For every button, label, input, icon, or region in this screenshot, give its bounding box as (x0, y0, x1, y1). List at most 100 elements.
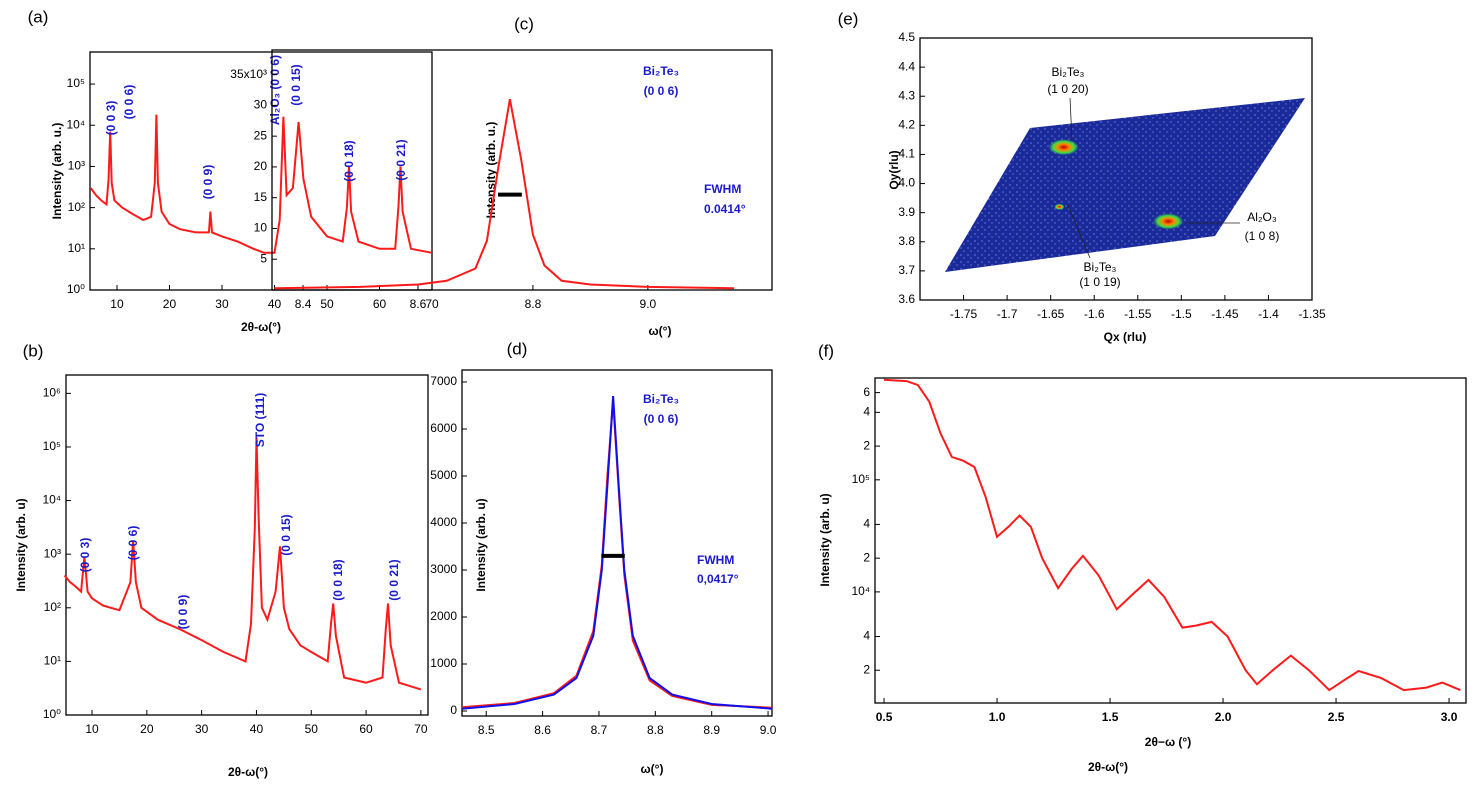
y-tick-label: 10⁰ (43, 707, 61, 721)
x-tick-label: 3.0 (1441, 710, 1458, 724)
x-tick-label: -1.7 (997, 307, 1018, 321)
annotation: Bi₂Te₃ (1084, 260, 1117, 274)
x-tick-label: 9.0 (760, 723, 777, 737)
y-tick-label: 5000 (430, 468, 457, 482)
panel-tag: (f) (818, 341, 834, 360)
y-tick-label: 4000 (430, 515, 457, 529)
y-tick-label: 4.5 (898, 30, 915, 44)
x-tick-label: -1.35 (1298, 307, 1326, 321)
y-tick-label: 10⁴ (851, 584, 870, 598)
y-axis-label: Intensity (arb. u) (14, 498, 28, 591)
y-tick-label: 2 (863, 550, 870, 564)
y-tick-label: 7000 (430, 374, 457, 388)
x-tick-label: 8.5 (478, 723, 495, 737)
annotation: (0 0 21) (387, 559, 401, 600)
x-tick-label: 30 (215, 297, 229, 311)
x-tick-label: 8.7 (591, 723, 608, 737)
y-tick-label: 10⁴ (66, 117, 85, 131)
y-axis-label: Qy(rlu) (887, 150, 901, 189)
annotation: (0 0 6) (644, 412, 679, 426)
y-tick-label: 10¹ (44, 654, 61, 668)
annotation: Bi₂Te₃ (643, 392, 679, 406)
y-axis-label: Intensity (arb. u) (474, 498, 488, 591)
y-axis-label: Intensity (arb. u.) (50, 123, 64, 220)
measured-region (945, 98, 1305, 272)
x-axis-label: 2θ−ω (°) (1145, 735, 1191, 749)
x-tick-label: 40 (250, 722, 264, 736)
y-tick-label: 35x10³ (230, 67, 267, 81)
x-axis-label: ω(°) (649, 324, 672, 338)
annotation: (0 0 3) (104, 101, 118, 136)
panel-tag: (c) (514, 14, 534, 33)
annotation: (0 0 18) (342, 140, 356, 181)
fwhm-label: 0,0417° (697, 572, 739, 586)
x-tick-label: 40 (268, 297, 282, 311)
annotation: Al₂O₃ (0 0 6) (268, 55, 282, 125)
x-tick-label: 60 (373, 297, 387, 311)
plot-frame (65, 374, 429, 716)
y-tick-label: 15 (254, 190, 268, 204)
y-tick-label: 4.1 (898, 147, 915, 161)
annotation: (0 0 18) (331, 559, 345, 600)
fwhm-label: 0.0414° (704, 202, 746, 216)
y-tick-label: 4.3 (898, 88, 915, 102)
y-tick-label: 3.9 (898, 205, 915, 219)
x-tick-label: -1.4 (1258, 307, 1279, 321)
y-tick-label: 10⁰ (67, 282, 85, 296)
x-axis-label: 2θ-ω(°) (241, 320, 281, 334)
annotation: (1 0 8) (1245, 229, 1280, 243)
annotation: (0 0 3) (78, 538, 92, 573)
y-tick-label: 10⁵ (43, 439, 61, 453)
x-tick-label: 1.5 (1102, 710, 1119, 724)
x-tick-label: 9.0 (640, 297, 657, 311)
y-tick-label: 5 (260, 251, 267, 265)
y-tick-label: 3.7 (898, 263, 915, 277)
y-tick-label: 10³ (44, 546, 61, 560)
x-tick-label: -1.55 (1124, 307, 1152, 321)
x-tick-label: -1.45 (1211, 307, 1239, 321)
x-tick-label: -1.65 (1037, 307, 1065, 321)
x-tick-label: 2.5 (1328, 710, 1345, 724)
x-axis-label: Qx (rlu) (1104, 330, 1147, 344)
x-tick-label: -1.75 (950, 307, 978, 321)
y-tick-label: 20 (254, 159, 268, 173)
x-tick-label: 10 (110, 297, 124, 311)
annotation: Bi₂Te₃ (1052, 65, 1085, 79)
y-tick-label: 4.0 (898, 176, 915, 190)
data-line (274, 99, 735, 290)
y-tick-label: 2000 (430, 609, 457, 623)
y-tick-label: 10² (44, 600, 61, 614)
x-tick-label: 8.6 (534, 723, 551, 737)
x-tick-label: -1.5 (1171, 307, 1192, 321)
annotation: (1 0 20) (1047, 82, 1088, 96)
y-tick-label: 3000 (430, 562, 457, 576)
y-tick-label: 4.2 (898, 118, 915, 132)
y-tick-label: 30 (254, 98, 268, 112)
annotation: FWHM (704, 182, 741, 196)
x-axis-label: ω(°) (641, 762, 664, 776)
annotation: (0 0 6) (126, 526, 140, 561)
y-tick-label: 3.6 (898, 292, 915, 306)
y-tick-label: 0 (450, 703, 457, 717)
x-tick-label: 50 (305, 722, 319, 736)
y-tick-label: 2 (863, 662, 870, 676)
x-tick-label: 70 (414, 722, 428, 736)
panel-tag: (b) (23, 341, 44, 360)
x-tick-label: 30 (195, 722, 209, 736)
data-line (461, 396, 773, 710)
annotation: (0 0 21) (394, 139, 408, 180)
annotation: (0 0 6) (644, 84, 679, 98)
annotation: (0 0 15) (279, 514, 293, 555)
y-axis-label: Intensity (arb. u) (818, 493, 832, 586)
x-tick-label: 8.6 (410, 297, 427, 311)
x-tick-label: 10 (85, 722, 99, 736)
x-tick-label: 50 (320, 297, 334, 311)
y-tick-label: 10¹ (68, 241, 85, 255)
panel-tag: (d) (507, 339, 528, 358)
data-line (63, 437, 422, 691)
y-tick-label: 6 (863, 385, 870, 399)
data-line (883, 378, 1461, 692)
y-tick-label: 10 (254, 221, 268, 235)
x-tick-label: 1.0 (989, 710, 1006, 724)
leader (1069, 97, 1073, 141)
